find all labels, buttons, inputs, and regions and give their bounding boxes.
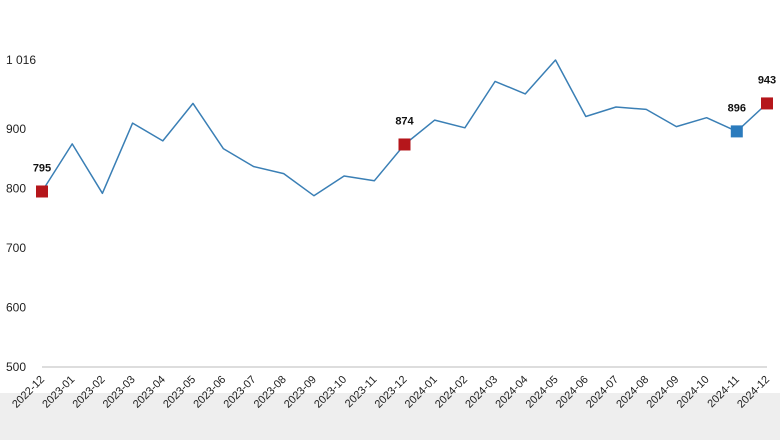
y-tick-label: 1 016 — [6, 53, 36, 67]
highlight-marker — [398, 138, 411, 151]
highlight-marker — [730, 125, 743, 138]
highlight-marker — [761, 97, 773, 110]
highlight-markers: 795 874 896 943 — [33, 74, 776, 198]
y-tick-label: 500 — [6, 360, 26, 374]
highlight-marker — [36, 185, 48, 198]
data-label: 874 — [395, 115, 414, 127]
y-axis: 500 600 700 800 900 1 016 — [6, 53, 36, 374]
y-tick-label: 600 — [6, 301, 26, 315]
footer-band — [0, 393, 780, 440]
y-tick-label: 700 — [6, 241, 26, 255]
data-label: 896 — [728, 102, 746, 114]
data-label: 795 — [33, 162, 51, 174]
y-tick-label: 900 — [6, 122, 26, 136]
data-label: 943 — [758, 74, 776, 86]
series-line — [41, 59, 768, 197]
series-layer — [41, 59, 768, 197]
y-tick-label: 800 — [6, 182, 26, 196]
